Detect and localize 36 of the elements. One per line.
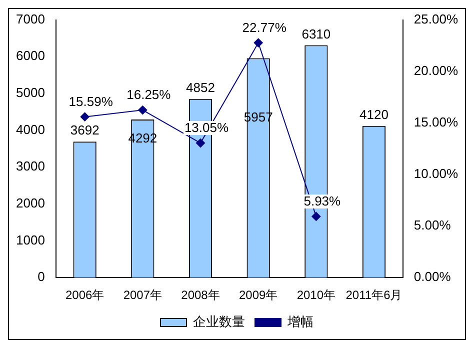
legend-label: 增幅 <box>286 314 314 330</box>
y2-tick-label: 25.00% <box>414 11 458 26</box>
x-tick-label: 2010年 <box>296 288 336 302</box>
point <box>254 38 263 48</box>
data-label: 5.93% <box>304 194 342 209</box>
data-label: 22.77% <box>242 20 287 35</box>
y2-tick-label: 5.00% <box>414 218 452 233</box>
x-tick-label: 2009年 <box>238 288 278 302</box>
y2-tick-label: 0.00% <box>414 269 452 284</box>
x-tick-label: 2011年6月 <box>346 288 402 302</box>
data-label: 4120 <box>360 106 388 122</box>
data-label: 15.59% <box>68 94 114 109</box>
y2-tick-label: 15.00% <box>414 114 458 130</box>
data-label: 3692 <box>70 122 100 138</box>
point <box>80 112 90 122</box>
y-tick-label: 2000 <box>16 196 45 211</box>
y-tick-label: 3000 <box>16 158 45 174</box>
x-tick-label: 2008年 <box>181 288 220 302</box>
y-tick-label: 6000 <box>16 48 45 64</box>
point <box>196 138 205 148</box>
y-tick-label: 5000 <box>16 85 45 100</box>
y2-tick-label: 10.00% <box>414 166 458 182</box>
x-tick-label: 2006年 <box>65 288 104 302</box>
data-label: 4852 <box>186 80 215 95</box>
y2-tick-label: 20.00% <box>414 62 458 78</box>
data-label: 13.05% <box>184 120 229 136</box>
point <box>312 212 321 221</box>
y-tick-label: 7000 <box>16 11 45 26</box>
y-tick-label: 0 <box>38 269 45 284</box>
data-label: 6310 <box>302 26 331 42</box>
y-tick-label: 4000 <box>16 122 45 137</box>
legend-label: 企业数量 <box>193 314 245 330</box>
x-tick-label: 2007年 <box>123 288 162 302</box>
data-label: 16.25% <box>126 87 172 102</box>
point <box>138 106 148 115</box>
y-tick-label: 1000 <box>16 232 45 248</box>
